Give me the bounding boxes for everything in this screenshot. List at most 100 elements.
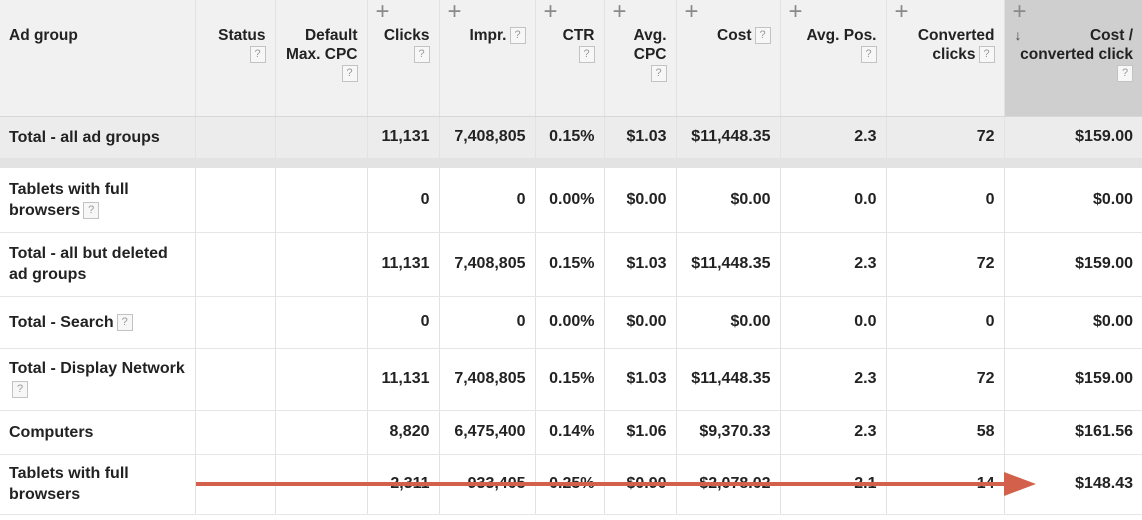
col-cost[interactable]: + Cost? (676, 0, 781, 117)
header-row: Ad group Status ? Default Max. CPC ? + C… (0, 0, 1142, 117)
help-icon[interactable]: ? (83, 202, 100, 220)
col-ad-group[interactable]: Ad group (0, 0, 196, 117)
col-avg-pos[interactable]: + Avg. Pos. ? (780, 0, 887, 117)
col-label: Cost (717, 27, 752, 44)
col-clicks[interactable]: + Clicks ? (367, 0, 440, 117)
col-label: Ad group (9, 27, 78, 44)
add-column-plus-icon[interactable]: + (543, 0, 558, 25)
col-label: Status (218, 27, 266, 44)
col-label: Converted clicks (917, 27, 995, 63)
status-cell (195, 348, 276, 411)
help-icon[interactable]: ? (978, 46, 995, 64)
avg-cpc-cell: $1.03 (604, 116, 677, 158)
col-cost-per-converted-click[interactable]: + ↓ Cost / converted click? (1004, 0, 1142, 117)
avg-cpc-cell: $1.03 (604, 232, 677, 297)
col-label: Default Max. CPC (286, 27, 358, 63)
row-label: Total - Search (9, 313, 114, 331)
max-cpc-cell (275, 168, 368, 233)
row-label: Total - all ad groups (0, 116, 196, 158)
cost-per-conv-cell: $161.56 (1004, 410, 1142, 455)
avg-pos-cell: 2.3 (780, 410, 887, 455)
add-column-plus-icon[interactable]: + (447, 0, 462, 25)
help-icon[interactable]: ? (509, 27, 526, 45)
help-icon[interactable]: ? (650, 65, 667, 83)
max-cpc-cell (275, 116, 368, 158)
col-label: Clicks (383, 27, 430, 44)
help-icon[interactable]: ? (1117, 65, 1133, 83)
help-icon[interactable]: ? (341, 65, 358, 83)
converted-clicks-cell: 0 (886, 168, 1005, 233)
clicks-cell: 0 (367, 168, 440, 233)
add-column-plus-icon[interactable]: + (788, 0, 803, 25)
help-icon[interactable]: ? (860, 46, 877, 64)
add-column-plus-icon[interactable]: + (894, 0, 909, 25)
cost-per-conv-cell: $159.00 (1004, 116, 1142, 158)
add-column-plus-icon[interactable]: + (684, 0, 699, 25)
impr-cell: 7,408,805 (439, 232, 536, 297)
cost-cell: $11,448.35 (676, 348, 781, 411)
table-row: Computers 8,820 6,475,400 0.14% $1.06 $9… (0, 410, 1142, 455)
cost-cell: $9,370.33 (676, 410, 781, 455)
avg-cpc-cell: $0.00 (604, 296, 677, 349)
cost-per-conv-cell: $148.43 (1004, 454, 1142, 515)
impr-cell: 0 (439, 296, 536, 349)
add-column-plus-icon[interactable]: + (375, 0, 390, 25)
col-label: Cost / converted click (1020, 27, 1133, 63)
avg-pos-cell: 2.3 (780, 232, 887, 297)
help-icon[interactable]: ? (413, 46, 430, 64)
impr-cell: 0 (439, 168, 536, 233)
avg-pos-cell: 2.3 (780, 348, 887, 411)
ctr-cell: 0.15% (535, 116, 605, 158)
status-cell (195, 232, 276, 297)
sort-descending-icon: ↓ (1014, 27, 1022, 43)
help-icon[interactable]: ? (12, 381, 28, 399)
cost-cell: $11,448.35 (676, 116, 781, 158)
help-icon[interactable]: ? (578, 46, 595, 64)
max-cpc-cell (275, 296, 368, 349)
clicks-cell: 11,131 (367, 116, 440, 158)
ctr-cell: 0.15% (535, 348, 605, 411)
row-label-cell: Tablets with full browsers (0, 454, 196, 515)
help-icon[interactable]: ? (116, 313, 133, 331)
converted-clicks-cell: 58 (886, 410, 1005, 455)
col-impr[interactable]: + Impr.? (439, 0, 536, 117)
impr-cell: 7,408,805 (439, 116, 536, 158)
max-cpc-cell (275, 232, 368, 297)
col-converted-clicks[interactable]: + Converted clicks? (886, 0, 1005, 117)
row-label: Total - all but deleted ad groups (9, 245, 168, 283)
row-label: Total - Display Network (9, 360, 185, 377)
status-cell (195, 168, 276, 233)
converted-clicks-cell: 72 (886, 116, 1005, 158)
col-ctr[interactable]: + CTR ? (535, 0, 605, 117)
row-label: Computers (9, 423, 94, 441)
row-label-cell: Total - all but deleted ad groups (0, 232, 196, 297)
impr-cell: 6,475,400 (439, 410, 536, 455)
col-status[interactable]: Status ? (195, 0, 276, 117)
col-default-max-cpc[interactable]: Default Max. CPC ? (275, 0, 368, 117)
help-icon[interactable]: ? (249, 46, 266, 64)
table-row: Total - Search? 0 0 0.00% $0.00 $0.00 0.… (0, 296, 1142, 349)
max-cpc-cell (275, 348, 368, 411)
avg-pos-cell: 2.3 (780, 116, 887, 158)
table-row: Total - all but deleted ad groups 11,131… (0, 232, 1142, 297)
annotation-arrow (196, 472, 1036, 496)
avg-cpc-cell: $0.00 (604, 168, 677, 233)
converted-clicks-cell: 72 (886, 348, 1005, 411)
cost-per-conv-cell: $159.00 (1004, 232, 1142, 297)
status-cell (195, 410, 276, 455)
converted-clicks-cell: 0 (886, 296, 1005, 349)
max-cpc-cell (275, 410, 368, 455)
help-icon[interactable]: ? (754, 27, 771, 45)
clicks-cell: 11,131 (367, 348, 440, 411)
avg-cpc-cell: $1.06 (604, 410, 677, 455)
add-column-plus-icon[interactable]: + (1012, 0, 1027, 25)
ctr-cell: 0.14% (535, 410, 605, 455)
cost-cell: $0.00 (676, 296, 781, 349)
col-avg-cpc[interactable]: + Avg. CPC ? (604, 0, 677, 117)
add-column-plus-icon[interactable]: + (612, 0, 627, 25)
status-cell (195, 116, 276, 158)
table-row: Tablets with full browsers? 0 0 0.00% $0… (0, 168, 1142, 233)
clicks-cell: 8,820 (367, 410, 440, 455)
col-label: Avg. CPC (633, 27, 667, 63)
cost-cell: $11,448.35 (676, 232, 781, 297)
